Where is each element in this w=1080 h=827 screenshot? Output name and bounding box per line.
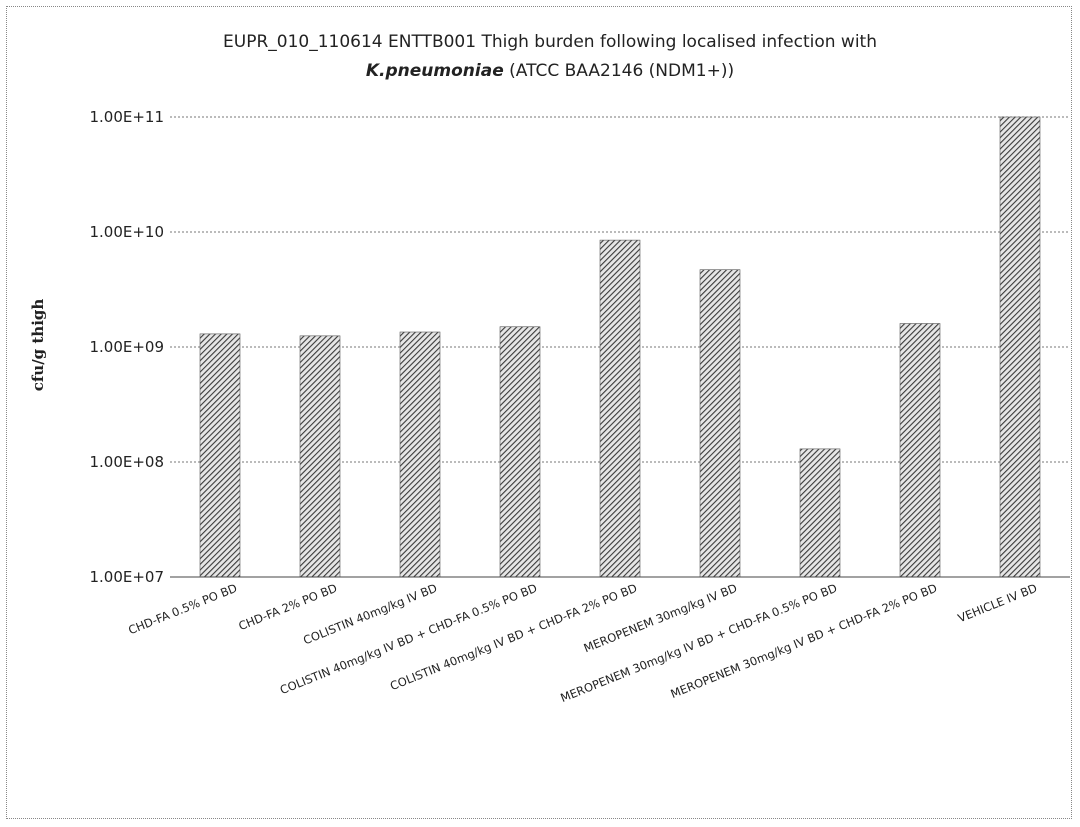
bar bbox=[699, 269, 741, 578]
y-tick-label: 1.00E+08 bbox=[89, 453, 164, 471]
bar bbox=[899, 323, 941, 578]
bar bbox=[599, 239, 641, 578]
strain-text: (ATCC BAA2146 (NDM1+)) bbox=[504, 61, 734, 81]
chart-frame bbox=[6, 6, 1072, 819]
bar bbox=[399, 331, 441, 578]
chart-title-line2: K.pneumoniae (ATCC BAA2146 (NDM1+)) bbox=[366, 61, 734, 81]
bar bbox=[799, 448, 841, 578]
organism-name: K.pneumoniae bbox=[366, 61, 504, 81]
bars bbox=[199, 116, 1041, 578]
x-category-label: CHD-FA 0.5% PO BD bbox=[126, 581, 239, 637]
y-axis-label: cfu/g thigh bbox=[29, 299, 47, 392]
y-tick-labels: 1.00E+07 1.00E+08 1.00E+09 1.00E+10 1.00E+11 bbox=[89, 108, 164, 586]
bar bbox=[999, 116, 1041, 578]
y-tick-label: 1.00E+07 bbox=[89, 568, 164, 586]
chart-title-line1: EUPR_010_110614 ENTTB001 Thigh burden fo… bbox=[223, 32, 877, 52]
y-tick-label: 1.00E+09 bbox=[89, 338, 164, 356]
bar bbox=[499, 326, 541, 578]
y-tick-label: 1.00E+11 bbox=[89, 108, 164, 126]
bar bbox=[199, 333, 241, 578]
x-category-label: VEHICLE IV BD bbox=[956, 581, 1039, 626]
bar bbox=[299, 335, 341, 578]
y-tick-label: 1.00E+10 bbox=[89, 223, 164, 241]
